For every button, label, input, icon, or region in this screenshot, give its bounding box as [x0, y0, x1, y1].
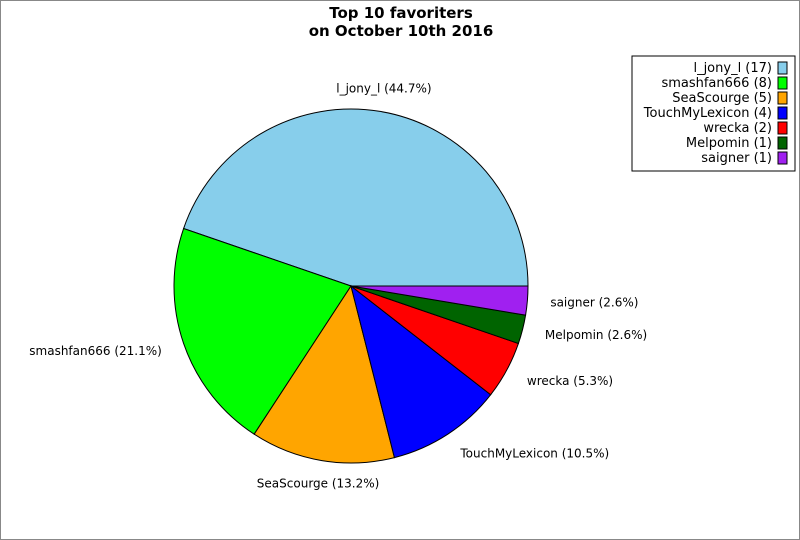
legend-label: Melpomin (1) — [686, 136, 772, 151]
legend-box — [631, 55, 796, 172]
legend-label: SeaScourge (5) — [672, 91, 772, 106]
pie-slice-seascourge — [253, 284, 396, 464]
pie-slice-saigner — [350, 285, 529, 316]
legend-swatch — [777, 151, 788, 165]
legend-swatch — [777, 91, 788, 105]
legend-swatch — [777, 136, 788, 150]
slice-label: Melpomin (2.6%) — [545, 328, 647, 342]
legend-swatch — [777, 76, 788, 90]
legend-label: wrecka (2) — [703, 121, 772, 136]
slice-label: wrecka (5.3%) — [527, 374, 613, 388]
legend-label: smashfan666 (8) — [661, 76, 772, 91]
slice-label: TouchMyLexicon (10.5%) — [459, 446, 609, 460]
legend-label: TouchMyLexicon (4) — [643, 106, 772, 121]
slice-label: SeaScourge (13.2%) — [257, 476, 380, 490]
slice-label: l_jony_l (44.7%) — [336, 82, 431, 96]
legend-label: saigner (1) — [701, 151, 772, 166]
chart-title-line-1: Top 10 favoriters — [329, 4, 473, 22]
legend-swatch — [777, 106, 788, 120]
legend-swatch — [777, 61, 788, 75]
chart-title-line-2: on October 10th 2016 — [309, 22, 494, 40]
legend: l_jony_l (17)smashfan666 (8)SeaScourge (… — [631, 55, 796, 172]
slice-label: smashfan666 (21.1%) — [29, 344, 162, 358]
legend-swatch — [777, 121, 788, 135]
pie-slice-touchmylexicon — [350, 284, 492, 459]
pie-slice-l_jony_l — [182, 108, 529, 287]
slice-label: saigner (2.6%) — [550, 296, 638, 310]
pie-slice-smashfan666 — [173, 227, 352, 435]
legend-label: l_jony_l (17) — [693, 61, 772, 76]
